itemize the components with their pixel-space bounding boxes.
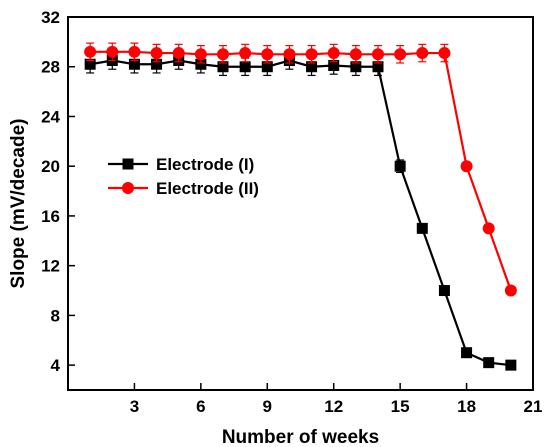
y-tick-label: 32 (41, 8, 60, 27)
data-point-square (372, 61, 384, 73)
data-point-circle (504, 284, 517, 297)
x-tick-label: 6 (196, 397, 205, 416)
y-tick-label: 8 (51, 306, 60, 325)
y-tick-label: 4 (51, 356, 61, 375)
data-point-circle (261, 48, 274, 61)
x-axis-ticks: 3 6 9 12 15 18 21 (130, 383, 543, 416)
data-point-square (461, 347, 473, 359)
data-point-square (239, 61, 251, 73)
y-tick-label: 20 (41, 157, 60, 176)
legend-label-electrode-ii: Electrode (II) (156, 179, 259, 198)
data-point-circle (106, 45, 119, 58)
data-point-circle (460, 160, 473, 173)
data-point-circle (416, 47, 429, 60)
y-axis-title: Slope (mV/decade) (8, 119, 29, 289)
series-line (90, 50, 512, 291)
y-tick-label: 24 (41, 107, 60, 126)
y-tick-label: 28 (41, 58, 60, 77)
legend: Electrode (I) Electrode (II) (108, 155, 259, 198)
data-point-square (128, 58, 140, 70)
data-point-square (217, 61, 229, 73)
data-point-circle (194, 48, 207, 61)
data-point-square (328, 59, 340, 71)
x-tick-label: 12 (324, 397, 343, 416)
legend-item-electrode-i: Electrode (I) (108, 155, 254, 174)
data-point-circle (305, 48, 318, 61)
data-point-square (416, 222, 428, 234)
y-tick-label: 12 (41, 257, 60, 276)
data-point-square (505, 359, 517, 371)
legend-item-electrode-ii: Electrode (II) (108, 179, 259, 198)
x-tick-label: 3 (130, 397, 139, 416)
y-axis-ticks: 4 8 12 16 20 24 28 32 (41, 8, 75, 375)
data-point-square (306, 61, 318, 73)
data-point-circle (84, 45, 97, 58)
data-point-circle (172, 47, 185, 60)
data-point-square (151, 58, 163, 70)
data-point-circle (327, 47, 340, 60)
data-point-circle (349, 48, 362, 61)
data-point-circle (283, 48, 296, 61)
x-axis-title: Number of weeks (222, 427, 379, 447)
data-point-circle (217, 48, 229, 61)
plot-frame (67, 16, 534, 391)
data-point-circle (128, 45, 141, 58)
x-tick-label: 18 (457, 397, 476, 416)
data-point-square (261, 61, 273, 73)
data-point-circle (239, 47, 252, 60)
data-point-circle (438, 47, 451, 60)
data-point-circle (150, 47, 163, 60)
data-point-square (195, 58, 207, 70)
series-1 (84, 51, 517, 371)
plot-series (84, 42, 517, 371)
series-line (89, 59, 511, 367)
y-tick-label: 16 (41, 207, 60, 226)
data-point-circle (482, 222, 495, 235)
x-tick-label: 21 (524, 397, 543, 416)
data-point-circle (372, 48, 384, 61)
legend-square-marker (122, 158, 134, 170)
x-tick-label: 15 (391, 397, 410, 416)
data-point-square (84, 58, 96, 70)
x-tick-label: 9 (263, 397, 272, 416)
data-point-square (350, 61, 362, 73)
data-point-square (483, 357, 495, 369)
series-2 (84, 42, 517, 297)
data-point-square (438, 285, 450, 297)
legend-label-electrode-i: Electrode (I) (156, 155, 254, 174)
data-point-square (394, 160, 406, 172)
data-point-circle (394, 48, 407, 61)
legend-circle-marker (122, 182, 134, 194)
